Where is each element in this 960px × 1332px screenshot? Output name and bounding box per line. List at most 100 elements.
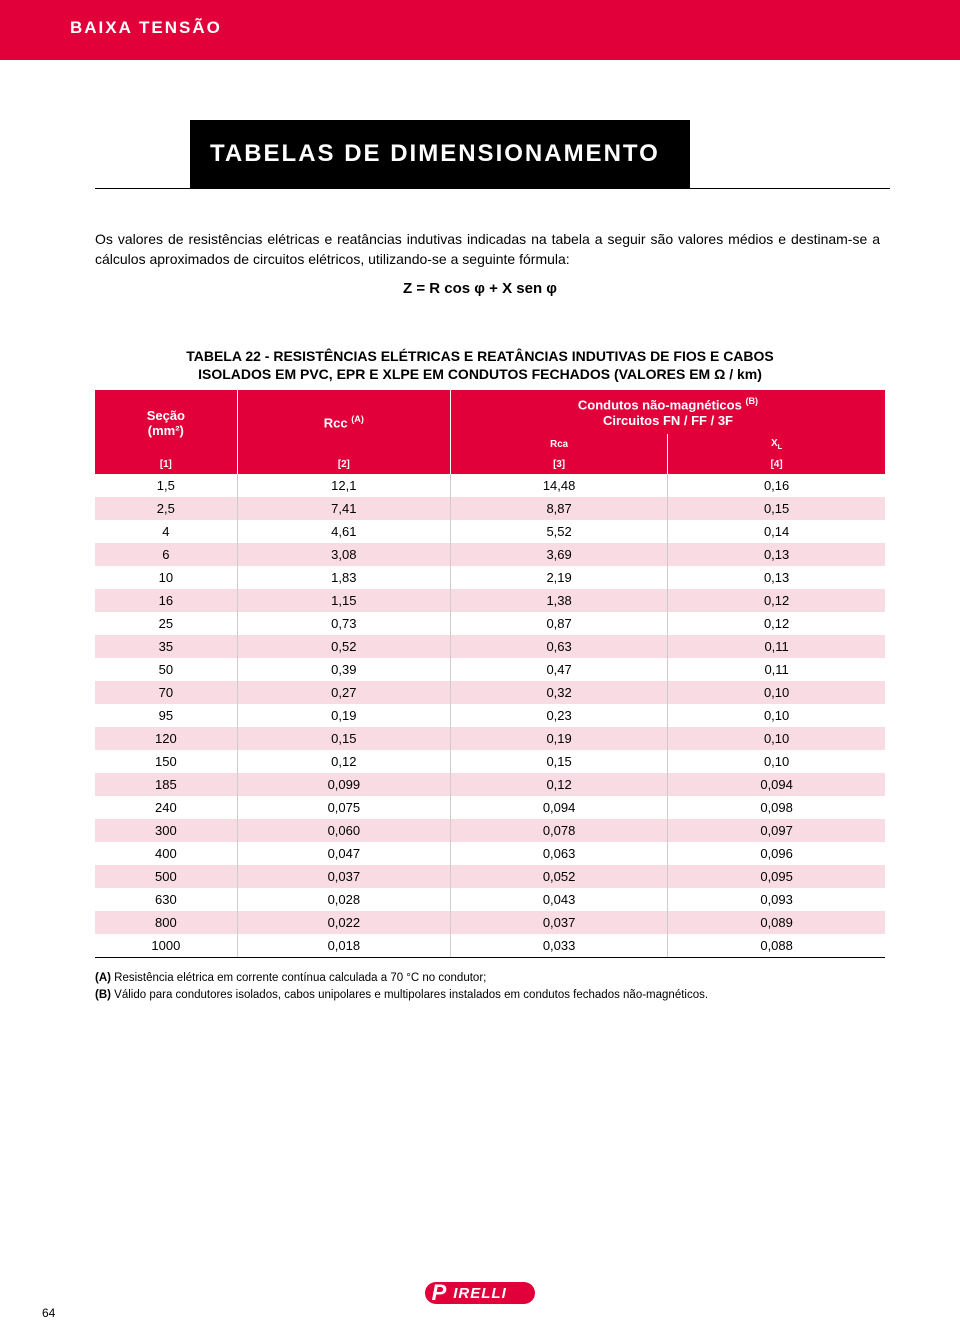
table-row: 6300,0280,0430,093 — [95, 888, 885, 911]
table-row: 161,151,380,12 — [95, 589, 885, 612]
note-b: (B) Válido para condutores isolados, cab… — [95, 987, 880, 1004]
svg-text:P: P — [432, 1280, 447, 1305]
svg-text:IRELLI: IRELLI — [453, 1285, 507, 1302]
table-cell: 0,10 — [668, 704, 885, 727]
table-cell: 0,018 — [237, 934, 450, 958]
table-cell: 0,12 — [450, 773, 667, 796]
table-cell: 95 — [95, 704, 237, 727]
col-idx-1: [1] — [95, 455, 237, 474]
table-row: 1500,120,150,10 — [95, 750, 885, 773]
table-cell: 6 — [95, 543, 237, 566]
table-cell: 1,15 — [237, 589, 450, 612]
table-cell: 0,088 — [668, 934, 885, 958]
table-row: 1200,150,190,10 — [95, 727, 885, 750]
resistance-table: Seção (mm²) Rcc (A) Condutos não-magnéti… — [95, 390, 885, 957]
table-cell: 0,10 — [668, 681, 885, 704]
table-cell: 120 — [95, 727, 237, 750]
table-cell: 3,08 — [237, 543, 450, 566]
page-number: 64 — [42, 1306, 55, 1320]
table-cell: 4,61 — [237, 520, 450, 543]
table-cell: 0,13 — [668, 566, 885, 589]
table-cell: 0,063 — [450, 842, 667, 865]
table-cell: 0,060 — [237, 819, 450, 842]
table-cell: 0,075 — [237, 796, 450, 819]
table-row: 63,083,690,13 — [95, 543, 885, 566]
table-cell: 0,63 — [450, 635, 667, 658]
table-cell: 35 — [95, 635, 237, 658]
table-cell: 1,83 — [237, 566, 450, 589]
page-title: TABELAS DE DIMENSIONAMENTO — [190, 120, 690, 188]
table-cell: 0,19 — [237, 704, 450, 727]
table-cell: 500 — [95, 865, 237, 888]
table-cell: 0,15 — [237, 727, 450, 750]
table-cell: 300 — [95, 819, 237, 842]
table-row: 1,512,114,480,16 — [95, 474, 885, 497]
table-cell: 0,12 — [668, 589, 885, 612]
table-cell: 0,52 — [237, 635, 450, 658]
table-cell: 3,69 — [450, 543, 667, 566]
table-cell: 240 — [95, 796, 237, 819]
col-header-group: Condutos não-magnéticos (B) Circuitos FN… — [450, 390, 885, 433]
table-cell: 0,15 — [450, 750, 667, 773]
table-row: 5000,0370,0520,095 — [95, 865, 885, 888]
table-cell: 0,87 — [450, 612, 667, 635]
table-cell: 0,099 — [237, 773, 450, 796]
table-cell: 0,033 — [450, 934, 667, 958]
table-cell: 0,15 — [668, 497, 885, 520]
col-sub-rca: Rca — [450, 434, 667, 455]
table-cell: 1,5 — [95, 474, 237, 497]
table-cell: 0,39 — [237, 658, 450, 681]
table-cell: 630 — [95, 888, 237, 911]
table-row: 700,270,320,10 — [95, 681, 885, 704]
table-cell: 0,022 — [237, 911, 450, 934]
table-cell: 70 — [95, 681, 237, 704]
section-header: BAIXA TENSÃO — [0, 0, 960, 60]
table-cell: 1,38 — [450, 589, 667, 612]
table-row: 2400,0750,0940,098 — [95, 796, 885, 819]
table-cell: 0,096 — [668, 842, 885, 865]
table-cell: 2,5 — [95, 497, 237, 520]
table-cell: 0,13 — [668, 543, 885, 566]
table-cell: 0,12 — [668, 612, 885, 635]
table-cell: 50 — [95, 658, 237, 681]
table-row: 8000,0220,0370,089 — [95, 911, 885, 934]
col-sub-xl: XL — [668, 434, 885, 455]
table-cell: 5,52 — [450, 520, 667, 543]
formula: Z = R cos φ + X sen φ — [0, 280, 960, 297]
table-cell: 0,094 — [668, 773, 885, 796]
table-cell: 0,27 — [237, 681, 450, 704]
col-idx-3: [3] — [450, 455, 667, 474]
intro-paragraph: Os valores de resistências elétricas e r… — [95, 229, 880, 270]
col-header-secao: Seção (mm²) — [95, 390, 237, 454]
table-cell: 0,14 — [668, 520, 885, 543]
table-cell: 10 — [95, 566, 237, 589]
table-cell: 0,32 — [450, 681, 667, 704]
table-cell: 0,052 — [450, 865, 667, 888]
table-cell: 0,11 — [668, 635, 885, 658]
table-row: 3000,0600,0780,097 — [95, 819, 885, 842]
col-idx-2: [2] — [237, 455, 450, 474]
table-cell: 0,16 — [668, 474, 885, 497]
table-row: 500,390,470,11 — [95, 658, 885, 681]
table-cell: 0,19 — [450, 727, 667, 750]
table-cell: 185 — [95, 773, 237, 796]
table-cell: 25 — [95, 612, 237, 635]
col-header-rcc: Rcc (A) — [237, 390, 450, 454]
table-cell: 0,037 — [450, 911, 667, 934]
brand-logo-icon: IRELLI P — [425, 1278, 535, 1308]
table-cell: 0,10 — [668, 750, 885, 773]
table-row: 4000,0470,0630,096 — [95, 842, 885, 865]
table-cell: 0,028 — [237, 888, 450, 911]
page-footer: IRELLI P — [0, 1278, 960, 1308]
table-cell: 0,10 — [668, 727, 885, 750]
note-a: (A) Resistência elétrica em corrente con… — [95, 970, 880, 987]
col-idx-4: [4] — [668, 455, 885, 474]
section-label: BAIXA TENSÃO — [70, 18, 222, 37]
table-cell: 0,047 — [237, 842, 450, 865]
table-cell: 0,093 — [668, 888, 885, 911]
table-cell: 16 — [95, 589, 237, 612]
table-cell: 0,094 — [450, 796, 667, 819]
table-cell: 0,043 — [450, 888, 667, 911]
table-cell: 0,078 — [450, 819, 667, 842]
table-cell: 4 — [95, 520, 237, 543]
